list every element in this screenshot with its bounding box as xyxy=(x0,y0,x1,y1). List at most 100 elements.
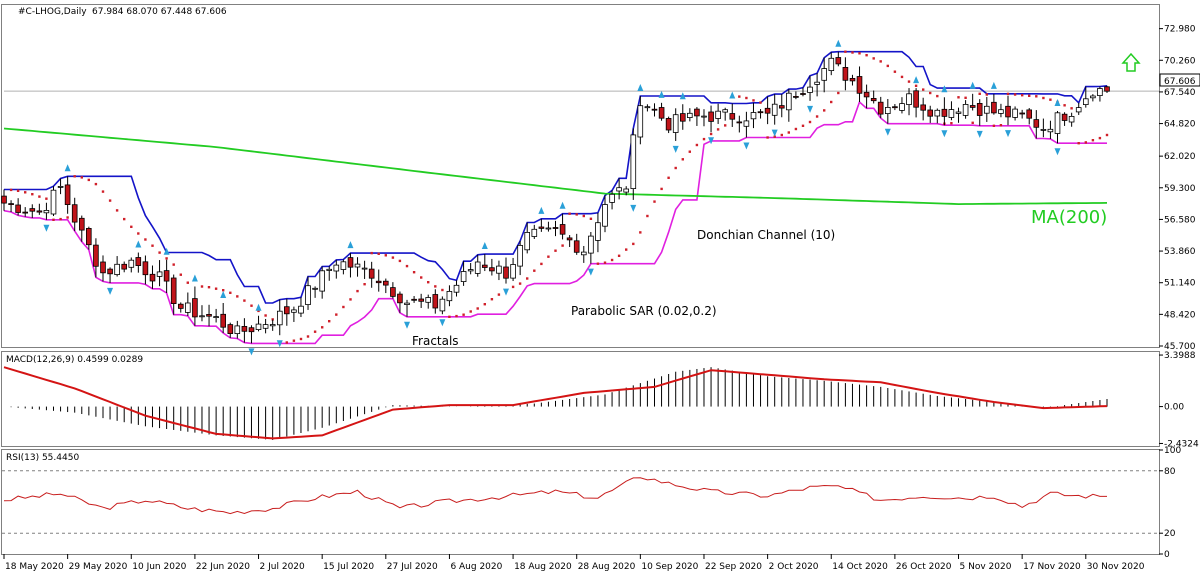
candle-up xyxy=(701,115,707,118)
candle-up xyxy=(1040,128,1047,131)
candle-up xyxy=(1083,98,1089,106)
sar-dot xyxy=(1021,94,1024,97)
candle-down xyxy=(566,237,573,241)
sar-dot xyxy=(716,128,720,131)
candle-down xyxy=(856,76,863,94)
sar-dot xyxy=(427,281,430,284)
candle-down xyxy=(248,327,255,333)
candle-up xyxy=(899,103,905,111)
sar-dot xyxy=(356,289,359,293)
sar-dot xyxy=(16,189,20,192)
sar-dot xyxy=(158,251,161,254)
fractals-annotation: Fractals xyxy=(412,334,459,348)
sar-dot xyxy=(250,304,253,307)
candle-down xyxy=(432,294,439,309)
candle-down xyxy=(800,93,806,95)
sar-dot xyxy=(773,135,776,138)
candle-down xyxy=(71,204,78,223)
candle-down xyxy=(411,298,417,301)
fractal-up-icon xyxy=(637,83,644,91)
sar-dot xyxy=(497,293,501,296)
fractal-down-icon xyxy=(807,105,814,113)
candle-up xyxy=(510,264,516,279)
sar-dot xyxy=(639,231,642,234)
candle-down xyxy=(969,105,976,108)
fractal-up-icon xyxy=(969,81,976,89)
price-tick-label: 62.020 xyxy=(1164,152,1196,162)
candle-up xyxy=(609,193,615,203)
candle-up xyxy=(672,114,679,133)
candle-down xyxy=(863,91,870,98)
sar-dot xyxy=(391,256,395,259)
rsi-series-group xyxy=(2,470,1159,534)
candle-up xyxy=(319,270,325,292)
sar-dot xyxy=(483,303,486,306)
candle-up xyxy=(524,231,530,251)
sar-dot xyxy=(455,314,458,318)
date-tick-label: 18 Aug 2020 xyxy=(514,562,572,572)
sar-dot xyxy=(660,187,663,191)
ohlc-label: 67.984 68.070 67.448 67.606 xyxy=(92,7,227,17)
fractal-down-icon xyxy=(884,128,891,136)
candle-down xyxy=(121,263,128,270)
candle-down xyxy=(107,268,113,275)
sar-dot xyxy=(448,315,451,318)
candle-down xyxy=(64,184,71,205)
candle-down xyxy=(1033,119,1040,128)
candle-down xyxy=(835,57,842,65)
candle-down xyxy=(149,273,156,282)
sar-dot xyxy=(561,244,564,247)
candle-up xyxy=(291,309,297,313)
candle-up xyxy=(1075,107,1082,113)
fractal-up-icon xyxy=(64,164,71,172)
fractal-down-icon xyxy=(43,224,50,232)
candle-up xyxy=(326,268,332,271)
price-tick-label: 51.140 xyxy=(1164,279,1196,289)
sar-dot xyxy=(434,285,437,288)
sar-dot xyxy=(992,124,996,127)
sar-dot xyxy=(398,259,402,263)
candle-up xyxy=(333,264,340,272)
sar-dot xyxy=(568,212,571,215)
date-tick-label: 15 Jul 2020 xyxy=(323,562,374,572)
sar-dot xyxy=(872,57,875,60)
sar-dot xyxy=(321,326,324,329)
sar-dot xyxy=(222,289,225,292)
candle-up xyxy=(496,265,502,274)
candle-down xyxy=(764,107,771,114)
candle-down xyxy=(170,277,177,305)
fractal-down-icon xyxy=(276,340,283,348)
candle-down xyxy=(36,210,43,213)
date-tick-label: 10 Sep 2020 xyxy=(641,562,698,572)
sar-dot xyxy=(759,101,762,104)
candle-up xyxy=(545,227,552,230)
sar-dot xyxy=(137,232,140,235)
candle-down xyxy=(93,244,99,267)
sar-dot xyxy=(9,188,13,192)
sar-dot xyxy=(547,255,550,258)
candle-down xyxy=(177,303,184,309)
fractal-up-icon xyxy=(538,206,545,214)
candle-up xyxy=(43,209,50,214)
price-tick-label: 48.420 xyxy=(1164,310,1196,320)
candle-down xyxy=(552,227,559,229)
sar-dot xyxy=(936,94,939,98)
candle-down xyxy=(793,96,799,98)
date-tick-label: 22 Jun 2020 xyxy=(196,562,250,572)
candle-up xyxy=(962,104,969,116)
sar-dot xyxy=(653,200,656,203)
candle-down xyxy=(382,280,389,286)
fractal-down-icon xyxy=(248,348,255,356)
sar-dot xyxy=(1091,139,1095,142)
candle-up xyxy=(453,284,460,293)
fractal-down-icon xyxy=(743,142,750,150)
fractal-up-icon xyxy=(163,247,170,255)
price-panel-frame xyxy=(1,4,1160,348)
sar-dot xyxy=(264,314,267,317)
candle-down xyxy=(100,261,106,274)
sar-dot xyxy=(328,320,331,323)
sar-dot xyxy=(412,271,416,274)
ma-annotation: MA(200) xyxy=(1031,207,1107,228)
price-tick-label: 67.540 xyxy=(1164,88,1196,98)
donchian-upper-line xyxy=(4,50,1108,304)
